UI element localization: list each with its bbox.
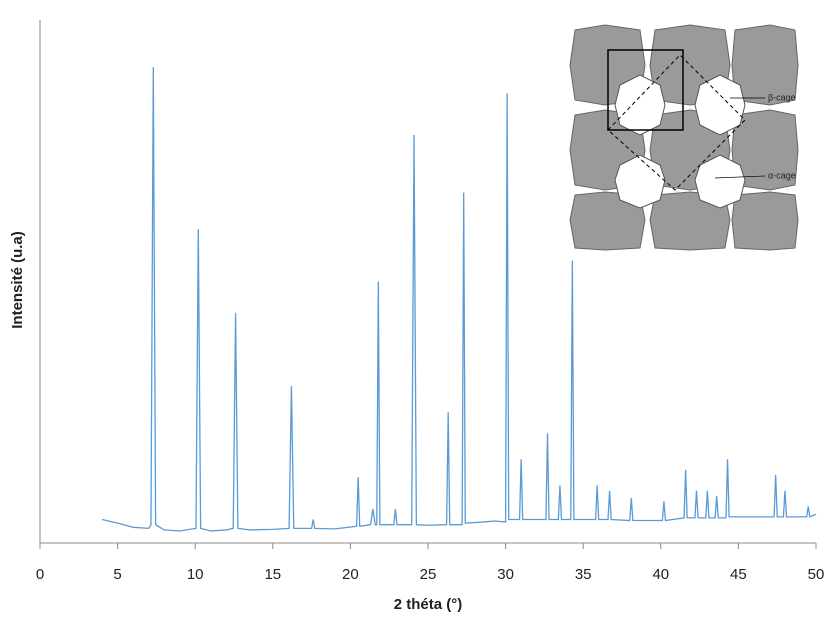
x-tick-label: 10 <box>187 566 204 583</box>
x-tick-label: 5 <box>113 566 121 583</box>
x-tick-label: 25 <box>420 566 437 583</box>
x-tick-label: 0 <box>36 566 44 583</box>
x-tick-label: 20 <box>342 566 359 583</box>
x-tick-label: 30 <box>497 566 514 583</box>
x-tick-label: 35 <box>575 566 592 583</box>
y-axis-label: Intensité (u.a) <box>9 231 26 329</box>
inset-label: α-cage <box>768 170 796 180</box>
x-tick-label: 15 <box>264 566 281 583</box>
x-tick-label: 45 <box>730 566 747 583</box>
x-tick-label: 40 <box>652 566 669 583</box>
inset-label: β-cage <box>768 92 796 102</box>
spectrum-line <box>101 67 817 532</box>
x-axis-label: 2 théta (°) <box>394 596 463 613</box>
inset-structure: β-cage α-cage <box>565 20 800 255</box>
x-tick-label: 50 <box>808 566 825 583</box>
